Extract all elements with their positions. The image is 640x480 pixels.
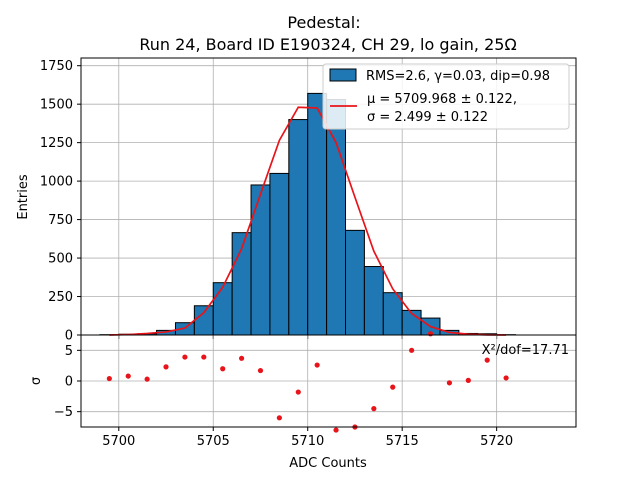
chart-title-line2: Run 24, Board ID E190324, CH 29, lo gain…	[139, 35, 516, 54]
histogram-bar	[269, 172, 290, 336]
legend-patch-histogram	[329, 68, 357, 82]
residual-point	[409, 347, 415, 353]
y-axis-label-top: Entries	[16, 174, 31, 220]
residual-point	[503, 375, 509, 381]
histogram-panel: 0 250 500 750 1000 1250 1500 1750	[40, 57, 577, 344]
histogram-bar	[363, 266, 384, 336]
legend: RMS=2.6, γ=0.03, dip=0.98 μ = 5709.968 ±…	[322, 63, 570, 130]
y-tick-label-bottom: −5	[54, 405, 73, 420]
residual-point	[106, 375, 112, 382]
y-tick-label-top: 1500	[40, 98, 73, 113]
legend-label-fit-sigma: σ = 2.499 ± 0.122	[367, 110, 488, 125]
histogram-bar	[250, 184, 271, 336]
x-tick-label: 5720	[480, 434, 513, 449]
residual-point	[238, 355, 245, 361]
x-tick-label: 5710	[291, 434, 324, 449]
histogram-bar	[307, 92, 328, 336]
y-tick-label-top: 750	[48, 213, 73, 228]
residual-point	[163, 364, 169, 370]
residual-point	[182, 354, 188, 360]
fit-curve	[109, 106, 507, 336]
residual-point	[276, 415, 282, 421]
legend-label-histogram: RMS=2.6, γ=0.03, dip=0.98	[366, 69, 550, 84]
histogram-bar	[288, 119, 309, 336]
histogram-bar	[212, 282, 233, 336]
residual-point	[257, 367, 264, 374]
x-tick-label: 5700	[102, 434, 135, 449]
residual-point	[314, 362, 320, 368]
x-axis-label: ADC Counts	[289, 456, 367, 471]
residual-point	[201, 354, 207, 360]
y-tick-label-bottom: 5	[65, 344, 73, 359]
y-tick-label-bottom: 0	[65, 375, 73, 390]
residual-point	[484, 357, 490, 363]
chi2-annotation: X²/dof=17.71	[482, 343, 569, 358]
legend-frame	[322, 63, 570, 130]
y-tick-label-top: 0	[65, 329, 73, 344]
residual-point	[371, 406, 377, 412]
residual-point	[446, 380, 453, 386]
histogram-bar	[382, 292, 403, 336]
residual-point	[125, 373, 131, 379]
legend-label-fit-mu: μ = 5709.968 ± 0.122,	[367, 92, 517, 107]
x-tick-label: 5715	[386, 434, 419, 449]
y-tick-label-top: 1250	[40, 136, 73, 151]
x-tick-label: 5705	[197, 434, 230, 449]
residual-point	[390, 384, 396, 390]
chart-title-line1: Pedestal:	[287, 13, 360, 32]
histogram-bar	[345, 229, 365, 336]
residual-point	[333, 427, 339, 433]
y-axis-label-bottom: σ	[29, 377, 44, 385]
residual-point	[144, 376, 150, 382]
histogram-bar	[193, 305, 214, 336]
y-tick-label-top: 1750	[40, 59, 73, 74]
residual-point	[427, 331, 434, 337]
residual-point	[295, 389, 301, 395]
y-tick-label-top: 500	[48, 252, 73, 267]
y-tick-label-top: 1000	[40, 175, 73, 190]
y-tick-label-top: 250	[48, 290, 73, 305]
histogram-bar	[326, 99, 347, 336]
residual-point	[465, 377, 471, 383]
residual-point	[220, 366, 226, 372]
